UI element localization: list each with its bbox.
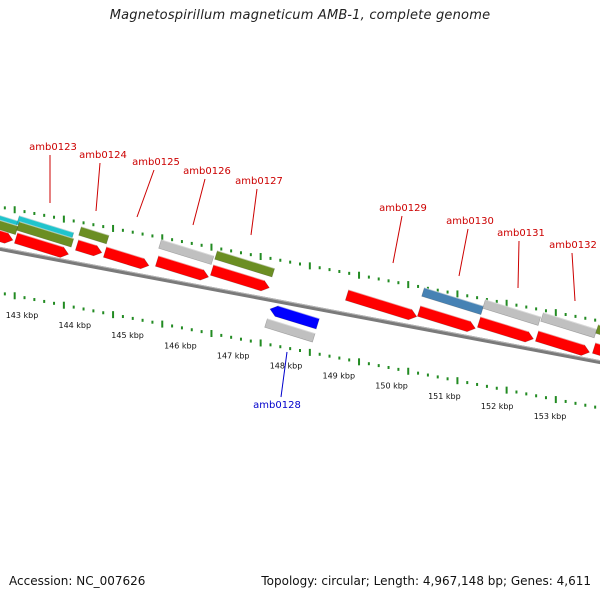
feature-block: [0, 219, 19, 235]
ruler-label: 143 kbp: [6, 311, 39, 320]
ruler-label: 146 kbp: [164, 341, 197, 350]
feature-block-highlight: [19, 215, 74, 234]
forward-gene-arrow-highlight: [595, 342, 600, 345]
gene-leader-line: [95, 162, 101, 212]
gene-label: amb0123: [29, 142, 77, 153]
feature-block: [158, 239, 215, 265]
tick-layer: [3, 206, 597, 409]
forward-gene-arrow: [476, 316, 534, 343]
gene-label: amb0126: [183, 166, 231, 177]
ruler-label: 144 kbp: [58, 321, 91, 330]
gene-leader-line: [250, 188, 258, 236]
forward-gene-arrow-highlight: [78, 239, 97, 246]
backbone-layer: [0, 246, 600, 365]
gene-label: amb0125: [132, 157, 180, 168]
ruler-label: 151 kbp: [428, 392, 461, 401]
reverse-feature-block: [264, 318, 316, 343]
gene-label: amb0131: [497, 228, 545, 239]
gene-label: amb0124: [79, 150, 127, 161]
forward-gene-arrow: [154, 255, 210, 281]
ruler-label: 147 kbp: [217, 351, 250, 360]
forward-gene-arrow-highlight: [213, 264, 265, 281]
forward-gene-arrow-body: [591, 342, 600, 356]
forward-gene-arrow: [102, 246, 150, 270]
feature-block: [482, 299, 542, 326]
feature-block-highlight: [485, 299, 541, 318]
gene-leader-line: [571, 252, 576, 302]
forward-gene-arrow-highlight: [538, 330, 585, 346]
backbone-highlight: [0, 246, 600, 362]
feature-block-highlight: [217, 250, 275, 270]
forward-gene-arrow-highlight: [420, 305, 471, 322]
feature-block-highlight: [0, 219, 19, 227]
reverse-gene-arrow: [269, 305, 320, 330]
feature-block-body: [595, 324, 600, 335]
feature-block: [78, 226, 110, 245]
ruler-label: 145 kbp: [111, 331, 144, 340]
feature-block: [540, 312, 598, 339]
feature-block: [595, 324, 600, 335]
feature-block: [421, 287, 484, 315]
feature-block-highlight: [543, 312, 598, 330]
gene-leader-line: [280, 351, 288, 398]
forward-gene-arrow: [74, 239, 103, 257]
feature-layer: [0, 214, 600, 356]
forward-gene-arrow-highlight: [0, 229, 9, 234]
feature-block: [214, 250, 276, 278]
ruler-label: 150 kbp: [375, 382, 408, 391]
forward-gene-arrow: [344, 289, 418, 321]
reverse-gene-arrow-highlight: [278, 305, 320, 320]
forward-gene-arrow: [209, 264, 270, 292]
feature-block-highlight: [161, 239, 215, 257]
forward-gene-arrow: [416, 305, 476, 332]
ruler-label: 152 kbp: [481, 402, 514, 411]
forward-gene-arrow-body: [74, 239, 103, 257]
gene-leader-line: [392, 215, 403, 264]
gene-leader-line: [458, 228, 469, 277]
forward-gene-arrow: [0, 229, 14, 244]
forward-gene-arrow: [13, 232, 70, 258]
ruler-label: 149 kbp: [322, 372, 355, 381]
reverse-feature-block-highlight: [267, 318, 316, 335]
forward-gene-arrow-highlight: [158, 255, 204, 271]
forward-gene-arrow-highlight: [106, 246, 145, 259]
gene-label: amb0130: [446, 216, 494, 227]
forward-gene-arrow-highlight: [480, 316, 529, 333]
forward-gene-arrow: [534, 330, 591, 356]
feature-block-highlight: [424, 287, 484, 307]
ruler-label: 148 kbp: [270, 362, 303, 371]
gene-leader-line: [136, 169, 155, 218]
backbone-line: [0, 246, 600, 365]
forward-gene-arrow-highlight: [348, 289, 412, 310]
label-layer: 143 kbp 144 kbp 145 kbp 146 kbp 147 kbp 148 k…: [6, 142, 597, 421]
gene-leader-line: [517, 240, 520, 289]
ruler-label: 153 kbp: [534, 412, 567, 421]
feature-block-highlight: [81, 226, 110, 236]
gene-label: amb0132: [549, 240, 597, 251]
gene-label: amb0128: [253, 400, 301, 411]
topology-summary: Topology: circular; Length: 4,967,148 bp…: [261, 574, 591, 588]
forward-gene-arrow: [591, 342, 600, 356]
accession-label: Accession: NC_007626: [9, 574, 146, 588]
feature-block-highlight: [19, 221, 74, 240]
feature-block: [16, 221, 75, 248]
gene-leader-line: [192, 178, 206, 226]
feature-block-highlight: [0, 214, 19, 222]
gene-label: amb0129: [379, 203, 427, 214]
page-title: Magnetospirillum magneticum AMB-1, compl…: [109, 8, 491, 23]
gene-label: amb0127: [235, 176, 283, 187]
forward-gene-arrow-highlight: [17, 232, 64, 248]
